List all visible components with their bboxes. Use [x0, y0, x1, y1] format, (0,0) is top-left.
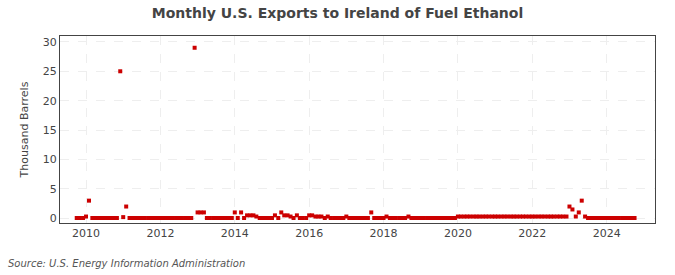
svg-text:Monthly U.S. Exports to Irelan: Monthly U.S. Exports to Ireland of Fuel … [152, 5, 524, 21]
svg-text:2012: 2012 [146, 227, 174, 240]
svg-text:Thousand Barrels: Thousand Barrels [18, 81, 31, 178]
svg-text:2024: 2024 [593, 227, 621, 240]
svg-text:25: 25 [43, 65, 57, 78]
svg-text:2020: 2020 [444, 227, 472, 240]
svg-text:2010: 2010 [72, 227, 100, 240]
svg-text:2022: 2022 [518, 227, 546, 240]
svg-text:2014: 2014 [221, 227, 249, 240]
svg-text:15: 15 [43, 124, 57, 137]
svg-text:Source: U.S. Energy Informatio: Source: U.S. Energy Information Administ… [8, 258, 245, 269]
svg-text:30: 30 [43, 36, 57, 49]
svg-text:20: 20 [43, 95, 57, 108]
svg-text:2016: 2016 [295, 227, 323, 240]
svg-text:5: 5 [50, 183, 57, 196]
svg-text:10: 10 [43, 153, 57, 166]
svg-text:0: 0 [50, 212, 57, 225]
svg-text:2018: 2018 [370, 227, 398, 240]
